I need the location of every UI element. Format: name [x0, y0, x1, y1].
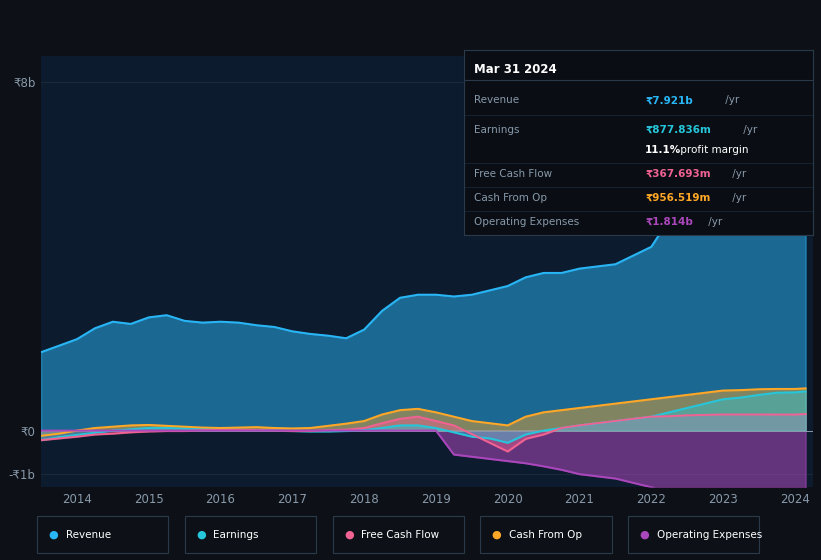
Text: /yr: /yr	[704, 217, 722, 227]
Text: Earnings: Earnings	[213, 530, 259, 540]
Text: Mar 31 2024: Mar 31 2024	[475, 63, 557, 76]
Text: /yr: /yr	[729, 193, 746, 203]
Text: profit margin: profit margin	[677, 145, 748, 155]
Text: /yr: /yr	[740, 125, 757, 135]
Text: 11.1%: 11.1%	[645, 145, 681, 155]
Text: Cash From Op: Cash From Op	[509, 530, 582, 540]
Text: /yr: /yr	[729, 169, 746, 179]
Text: ●: ●	[196, 530, 206, 540]
Text: ₹877.836m: ₹877.836m	[645, 125, 711, 135]
Text: Operating Expenses: Operating Expenses	[475, 217, 580, 227]
Text: Free Cash Flow: Free Cash Flow	[361, 530, 439, 540]
Text: /yr: /yr	[722, 95, 740, 105]
Text: Revenue: Revenue	[475, 95, 520, 105]
Text: ₹367.693m: ₹367.693m	[645, 169, 711, 179]
Text: ●: ●	[640, 530, 649, 540]
Text: ●: ●	[344, 530, 354, 540]
Text: ₹7.921b: ₹7.921b	[645, 95, 693, 105]
Text: ₹956.519m: ₹956.519m	[645, 193, 711, 203]
Text: Operating Expenses: Operating Expenses	[657, 530, 762, 540]
Text: Cash From Op: Cash From Op	[475, 193, 548, 203]
Text: Earnings: Earnings	[475, 125, 520, 135]
Text: Revenue: Revenue	[66, 530, 111, 540]
Text: Free Cash Flow: Free Cash Flow	[475, 169, 553, 179]
Text: ●: ●	[48, 530, 58, 540]
Text: ₹1.814b: ₹1.814b	[645, 217, 693, 227]
Text: ●: ●	[492, 530, 502, 540]
